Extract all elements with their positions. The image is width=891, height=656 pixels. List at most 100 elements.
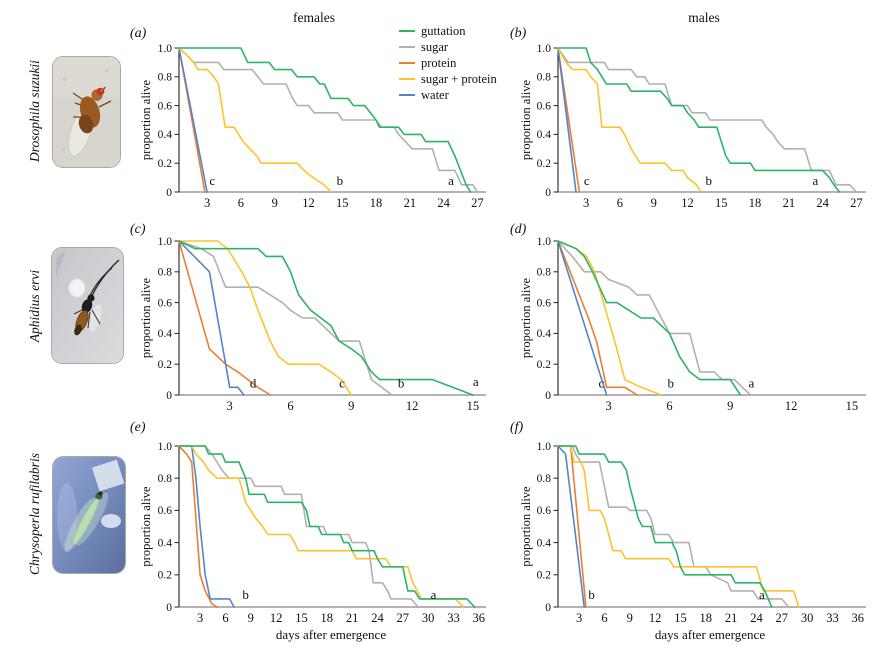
x-tick-label: 27	[776, 611, 789, 625]
y-tick-label: 1.0	[537, 43, 552, 55]
legend-swatch-sugar_plus_protein	[399, 77, 415, 81]
y-tick-label: 1.0	[537, 236, 552, 248]
significance-letter-a: a	[431, 587, 437, 602]
y-tick-label: 0	[166, 390, 172, 402]
panel-d: (d) 0 0.2 0.4 0.6 0.8 1.0 3 6 9 12 15 proportion al…	[510, 214, 870, 419]
series-protein	[557, 240, 638, 396]
x-tick-label: 12	[302, 196, 315, 210]
y-tick-label: 1.0	[158, 236, 173, 248]
x-tick-label: 18	[370, 196, 383, 210]
y-tick-label: 0	[545, 187, 551, 199]
y-tick-label: 0.2	[158, 359, 173, 371]
series-water	[557, 47, 577, 193]
y-tick-label: 0.6	[158, 100, 173, 112]
photo-drosophila-suzukii	[53, 57, 120, 167]
series-water	[178, 240, 245, 396]
y-tick-label: 1.0	[158, 441, 173, 453]
panel-e: (e) 0 0.2 0.4 0.6 0.8 1.0 3 6 9 12 15 18 21 24 27 30 33 3…	[130, 412, 490, 656]
legend-item-guttation: guttation	[399, 23, 497, 39]
legend-swatch-water	[399, 93, 415, 97]
x-tick-label: 15	[336, 196, 349, 210]
series-sugar_plus_protein	[178, 445, 465, 608]
y-tick-label: 0.2	[537, 158, 552, 170]
species-name: Aphidius ervi	[27, 269, 42, 343]
x-tick-label: 15	[715, 196, 728, 210]
x-tick-label: 3	[204, 196, 210, 210]
chart-d: 0 0.2 0.4 0.6 0.8 1.0 3 6 9 12 15 proportion alive c…	[518, 214, 870, 419]
x-tick-label: 15	[295, 611, 308, 625]
legend-swatch-sugar	[399, 45, 415, 49]
x-tick-label: 33	[447, 611, 460, 625]
x-tick-label: 9	[348, 399, 354, 413]
chart-svg-d: 0 0.2 0.4 0.6 0.8 1.0 3 6 9 12 15 proportion alive c…	[519, 236, 866, 413]
photo-aphidius-ervi	[52, 248, 123, 363]
x-tick-label: 21	[783, 196, 796, 210]
panel-c: (c) 0 0.2 0.4 0.6 0.8 1.0 3 6 9 12 15 proportion al…	[130, 214, 490, 419]
x-tick-label: 27	[850, 196, 863, 210]
series-guttation	[557, 240, 742, 396]
x-tick-label: 6	[601, 611, 607, 625]
photo-chrysoperla-rufilabris	[53, 457, 125, 573]
x-tick-label: 15	[467, 399, 480, 413]
chart-e: 0 0.2 0.4 0.6 0.8 1.0 3 6 9 12 15 18 21 24 27 30 33 36 pro…	[138, 412, 490, 656]
legend-swatch-protein	[399, 61, 415, 65]
significance-letter-c: c	[339, 375, 345, 390]
significance-letter-b: b	[667, 375, 674, 390]
x-tick-label: 6	[617, 196, 623, 210]
species-name: Drosophila suzukii	[27, 60, 43, 162]
legend-item-protein: protein	[399, 55, 497, 71]
x-tick-label: 24	[750, 611, 763, 625]
y-axis-label: proportion alive	[519, 79, 533, 160]
x-tick-label: 36	[852, 611, 865, 625]
legend-swatch-guttation	[399, 29, 415, 33]
species-label-drosophila: Drosophila suzukii	[22, 52, 48, 170]
y-axis-label: proportion alive	[139, 277, 153, 358]
chart-svg-b: 0 0.2 0.4 0.6 0.8 1.0 3 6 9 12 15 18 21 24 27 proportio…	[519, 43, 866, 210]
significance-letter-a: a	[749, 375, 755, 390]
x-tick-label: 3	[583, 196, 589, 210]
x-tick-label: 3	[606, 399, 612, 413]
y-axis-label: proportion alive	[519, 277, 533, 358]
x-tick-label: 6	[666, 399, 672, 413]
y-tick-label: 0.6	[158, 505, 173, 517]
x-tick-label: 18	[749, 196, 762, 210]
chart-b: 0 0.2 0.4 0.6 0.8 1.0 3 6 9 12 15 18 21 24 27 proportio…	[518, 18, 870, 219]
species-name: Chrysoperla rufilabris	[27, 453, 43, 575]
x-tick-label: 30	[801, 611, 814, 625]
drosophila-illustration	[53, 57, 120, 167]
significance-letter-b: b	[705, 173, 712, 188]
series-sugar	[178, 240, 393, 396]
significance-letter-a: a	[448, 173, 454, 188]
series-sugar_plus_protein	[178, 47, 332, 193]
series-sugar_plus_protein	[557, 47, 702, 193]
x-tick-label: 12	[649, 611, 662, 625]
legend-label: sugar + protein	[421, 72, 497, 86]
x-tick-label: 6	[238, 196, 244, 210]
x-tick-label: 24	[816, 196, 829, 210]
y-tick-label: 0	[545, 602, 551, 614]
x-tick-label: 3	[227, 399, 233, 413]
series-water	[178, 47, 208, 193]
y-tick-label: 0.8	[537, 72, 552, 84]
x-tick-label: 27	[397, 611, 410, 625]
chart-svg-c: 0 0.2 0.4 0.6 0.8 1.0 3 6 9 12 15 proportion alive d…	[139, 236, 486, 413]
y-tick-label: 0	[545, 390, 551, 402]
x-tick-label: 9	[727, 399, 733, 413]
chart-svg-e: 00.20.40.60.81.03 6 9 12 15 18 21 24 27 30 33 36pro…	[139, 441, 486, 642]
legend-item-water: water	[399, 87, 497, 103]
x-tick-label: 12	[406, 399, 419, 413]
x-tick-label: 12	[270, 611, 283, 625]
x-tick-label: 21	[404, 196, 417, 210]
x-tick-label: 9	[272, 196, 278, 210]
x-tick-label: 9	[651, 196, 657, 210]
y-tick-label: 0.8	[537, 267, 552, 279]
series-guttation	[178, 445, 476, 608]
y-axis-label: proportion alive	[139, 79, 153, 160]
panel-letter-f: (f)	[510, 420, 524, 435]
x-tick-label: 18	[700, 611, 713, 625]
series-sugar	[557, 445, 790, 608]
legend-label: sugar	[421, 40, 449, 54]
x-tick-label: 27	[471, 196, 484, 210]
series-guttation	[178, 240, 474, 396]
